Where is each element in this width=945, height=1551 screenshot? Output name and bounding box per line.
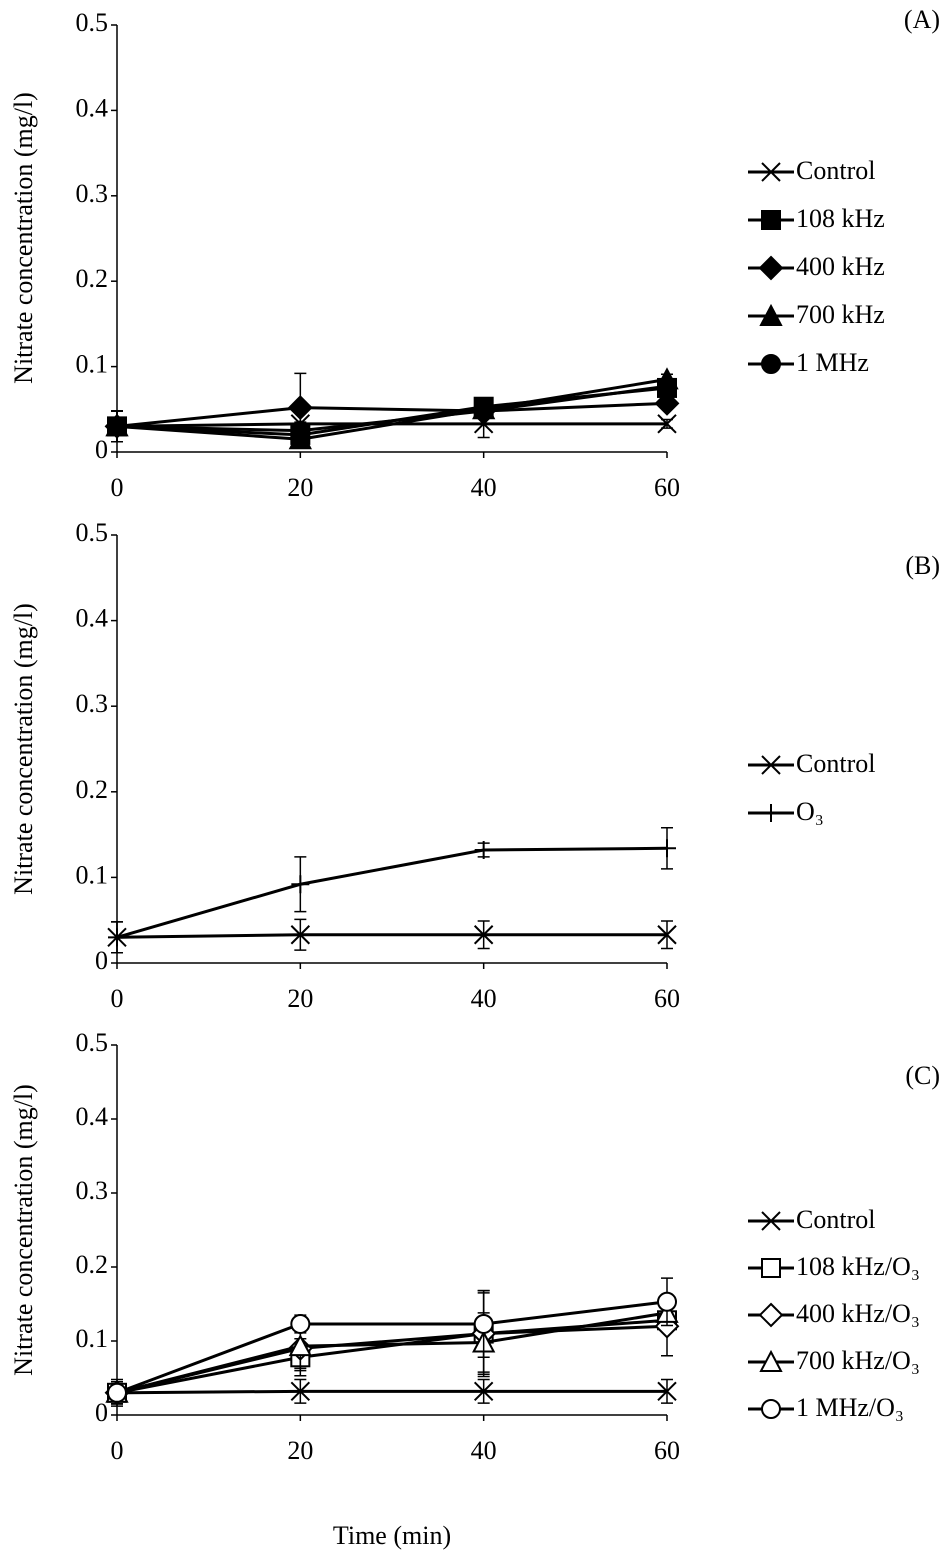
y-tick-label: 0.1 xyxy=(76,860,109,889)
marker xyxy=(473,1313,494,1334)
marker xyxy=(290,1381,311,1402)
y-tick-label: 0.1 xyxy=(76,1324,109,1353)
y-tick-label: 0.4 xyxy=(76,1102,109,1131)
marker xyxy=(657,376,677,397)
y-tick-label: 0.1 xyxy=(76,350,109,379)
series-line xyxy=(116,933,667,939)
marker xyxy=(288,1334,312,1357)
x-tick-label: 0 xyxy=(111,1436,124,1465)
marker xyxy=(107,1382,127,1403)
y-axis-label: Nitrate concentration (mg/l) xyxy=(9,1084,38,1376)
y-tick-label: 0.3 xyxy=(76,689,109,718)
y-tick-label: 0.3 xyxy=(76,179,109,208)
series-line xyxy=(116,401,668,428)
marker xyxy=(761,1211,781,1231)
legend-label: 700 kHz/O₃ xyxy=(796,1346,920,1375)
series-line xyxy=(116,1389,667,1395)
series-line xyxy=(116,846,668,939)
legend-label: Control xyxy=(796,749,875,778)
x-tick-label: 0 xyxy=(111,473,124,502)
marker xyxy=(761,755,781,775)
marker xyxy=(290,420,311,441)
marker xyxy=(761,1258,781,1278)
x-tick-label: 40 xyxy=(471,1436,497,1465)
marker xyxy=(758,1302,784,1328)
marker xyxy=(657,1381,677,1402)
x-tick-label: 40 xyxy=(471,473,497,502)
marker xyxy=(290,1313,311,1334)
series-line xyxy=(116,384,668,433)
marker xyxy=(473,401,494,422)
marker xyxy=(758,255,784,281)
y-tick-label: 0 xyxy=(95,946,108,975)
x-tick-label: 60 xyxy=(654,473,680,502)
legend-label: Control xyxy=(796,156,875,185)
y-tick-label: 0.2 xyxy=(76,775,109,804)
marker xyxy=(657,414,677,434)
x-tick-label: 0 xyxy=(111,984,124,1013)
marker xyxy=(657,925,677,945)
x-tick-label: 60 xyxy=(654,984,680,1013)
series-line xyxy=(116,1324,668,1395)
legend-label: Control xyxy=(796,1205,875,1234)
series-line xyxy=(116,1300,668,1395)
panel-label: (C) xyxy=(905,1061,940,1090)
marker xyxy=(291,875,310,894)
marker xyxy=(473,1381,494,1402)
legend-label: 1 MHz xyxy=(796,348,869,377)
legend-label: 108 kHz/O₃ xyxy=(796,1252,920,1281)
marker xyxy=(658,839,676,858)
panel-label: (B) xyxy=(905,551,940,580)
marker xyxy=(287,395,313,421)
y-tick-label: 0.3 xyxy=(76,1176,109,1205)
y-tick-label: 0 xyxy=(95,1398,108,1427)
marker xyxy=(657,1291,677,1312)
marker xyxy=(290,925,311,945)
x-tick-label: 60 xyxy=(654,1436,680,1465)
series-line xyxy=(116,1318,668,1395)
y-tick-label: 0.4 xyxy=(76,93,109,122)
legend-label: 700 kHz xyxy=(796,300,885,329)
marker xyxy=(761,1399,781,1419)
legend-label: O₃ xyxy=(796,797,824,826)
panel-label: (A) xyxy=(904,5,940,34)
legend-label: 108 kHz xyxy=(796,204,885,233)
y-tick-label: 0.5 xyxy=(76,8,109,37)
marker xyxy=(761,354,781,374)
y-axis-label: Nitrate concentration (mg/l) xyxy=(9,603,38,895)
y-tick-label: 0.5 xyxy=(76,1028,109,1057)
y-tick-label: 0.4 xyxy=(76,604,109,633)
legend-label: 400 kHz/O₃ xyxy=(796,1299,920,1328)
marker xyxy=(759,303,783,326)
x-tick-label: 20 xyxy=(287,984,313,1013)
x-tick-label: 20 xyxy=(287,1436,313,1465)
x-tick-label: 40 xyxy=(471,984,497,1013)
y-tick-label: 0 xyxy=(95,435,108,464)
legend-label: 1 MHz/O₃ xyxy=(796,1393,904,1422)
y-tick-label: 0.5 xyxy=(76,518,109,547)
x-axis-label: Time (min) xyxy=(333,1521,451,1550)
marker xyxy=(654,390,680,416)
y-tick-label: 0.2 xyxy=(76,1250,109,1279)
x-tick-label: 20 xyxy=(287,473,313,502)
y-axis-label: Nitrate concentration (mg/l) xyxy=(9,92,38,384)
series-line xyxy=(116,1311,668,1395)
marker xyxy=(761,162,781,182)
marker xyxy=(107,416,127,437)
marker xyxy=(108,928,126,947)
marker xyxy=(473,925,494,945)
series-line xyxy=(116,377,668,441)
marker xyxy=(474,841,493,860)
y-tick-label: 0.2 xyxy=(76,264,109,293)
marker xyxy=(762,804,780,822)
marker xyxy=(761,210,781,230)
legend-label: 400 kHz xyxy=(796,252,885,281)
marker xyxy=(759,1349,783,1372)
